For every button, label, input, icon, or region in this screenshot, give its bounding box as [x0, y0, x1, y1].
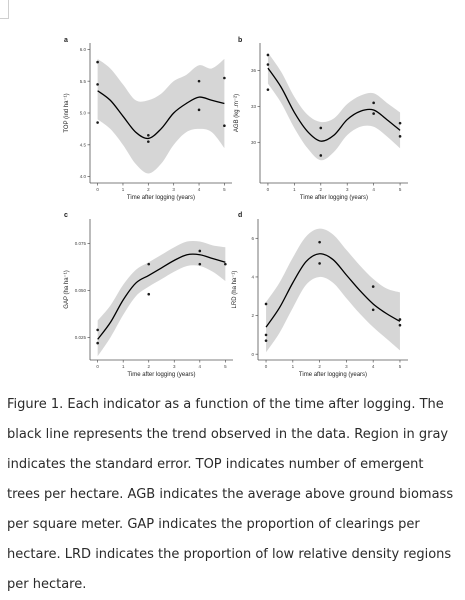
panel-label: c	[64, 212, 68, 219]
x-tick-label: 4	[199, 364, 202, 369]
y-tick-label: 5.0	[80, 111, 87, 116]
data-point	[147, 293, 150, 296]
y-tick-label: 0	[251, 352, 254, 357]
y-tick-label: 0.050	[75, 288, 87, 293]
data-point	[265, 339, 268, 342]
y-tick-label: 4.0	[80, 174, 87, 179]
data-point	[267, 54, 270, 57]
panel-label: a	[64, 37, 68, 44]
panel-b: b 0 1 2 3 4 5 30 33 36 Time after logging (years) A…	[234, 37, 408, 201]
data-point	[399, 122, 402, 125]
x-tick-label: 1	[122, 364, 125, 369]
x-tick-label: 3	[173, 364, 176, 369]
data-point	[96, 342, 99, 345]
y-axis-label: AGB (kg .m⁻²)	[234, 94, 240, 132]
x-tick-label: 2	[147, 187, 150, 192]
x-tick-label: 2	[318, 364, 321, 369]
x-tick-label: 0	[267, 187, 270, 192]
x-tick-label: 0	[96, 187, 99, 192]
x-tick-label: 1	[292, 364, 295, 369]
standard-error-band	[268, 53, 400, 161]
x-tick-label: 5	[224, 364, 227, 369]
x-tick-label: 4	[372, 364, 375, 369]
data-point	[372, 308, 375, 311]
data-point	[399, 324, 402, 327]
figure-caption: Figure 1. Each indicator as a function o…	[7, 390, 457, 600]
x-axis-label: Time after logging (years)	[127, 372, 195, 378]
y-axis-label: GAP (ha ha⁻¹)	[64, 270, 70, 308]
data-point	[199, 250, 202, 253]
panel-d: d 0 1 2 3 4 5 0 2 4 6 Time after logging (years) LRD…	[232, 212, 408, 378]
panel-c: c 0 1 2 3 4 5 0.025 0.050 0.075 Time after logging…	[64, 212, 233, 378]
x-axis-label: Time after logging (years)	[127, 195, 195, 201]
data-point	[319, 154, 322, 157]
data-point	[147, 263, 150, 266]
x-tick-label: 3	[172, 187, 175, 192]
data-point	[319, 127, 322, 130]
standard-error-band	[98, 241, 226, 356]
x-tick-label: 5	[399, 187, 402, 192]
y-tick-label: 0.075	[75, 241, 87, 246]
data-point	[372, 102, 375, 105]
y-tick-label: 6.0	[80, 47, 87, 52]
data-point	[198, 80, 201, 83]
x-tick-label: 3	[345, 364, 348, 369]
data-point	[318, 241, 321, 244]
y-tick-label: 36	[251, 68, 257, 73]
y-tick-label: 33	[251, 104, 257, 109]
data-point	[198, 109, 201, 112]
data-point	[96, 121, 99, 124]
x-axis-label: Time after logging (years)	[299, 372, 367, 378]
standard-error-band	[98, 59, 225, 174]
standard-error-band	[266, 229, 400, 353]
data-point	[372, 112, 375, 115]
data-point	[399, 135, 402, 138]
y-tick-label: 0.025	[75, 335, 87, 340]
panel-label: b	[238, 37, 242, 44]
panel-label: d	[238, 212, 242, 219]
x-tick-label: 0	[265, 364, 268, 369]
x-tick-label: 1	[122, 187, 125, 192]
panel-a: a 0 1 2 3 4 5 4.0 4.5 5.0 5.5 6.0 Time after logging…	[64, 37, 232, 201]
y-tick-label: 2	[251, 313, 254, 318]
x-tick-label: 2	[147, 364, 150, 369]
data-point	[199, 263, 202, 266]
x-tick-label: 5	[399, 364, 402, 369]
data-point	[223, 77, 226, 80]
data-point	[96, 61, 99, 64]
x-tick-label: 2	[320, 187, 323, 192]
x-tick-label: 0	[96, 364, 99, 369]
data-point	[267, 63, 270, 66]
x-tick-label: 4	[198, 187, 201, 192]
y-tick-label: 30	[251, 140, 257, 145]
y-axis-label: TOP (ind ha⁻¹)	[64, 93, 70, 132]
figure-panels: a 0 1 2 3 4 5 4.0 4.5 5.0 5.5 6.0 Time after logging…	[0, 0, 465, 385]
y-tick-label: 6	[251, 236, 254, 241]
data-point	[267, 88, 270, 91]
data-point	[147, 134, 150, 137]
y-axis-label: LRD (ha ha⁻¹)	[232, 271, 238, 309]
x-axis-label: Time after logging (years)	[300, 195, 368, 201]
x-tick-label: 5	[223, 187, 226, 192]
y-tick-label: 5.5	[80, 79, 87, 84]
data-point	[318, 262, 321, 265]
data-point	[224, 263, 227, 266]
data-point	[147, 140, 150, 143]
data-point	[96, 83, 99, 86]
data-point	[399, 318, 402, 321]
x-tick-label: 4	[372, 187, 375, 192]
x-tick-label: 1	[293, 187, 296, 192]
data-point	[265, 334, 268, 337]
x-tick-label: 3	[346, 187, 349, 192]
data-point	[223, 124, 226, 127]
y-tick-label: 4.5	[80, 142, 87, 147]
data-point	[265, 303, 268, 306]
data-point	[96, 329, 99, 332]
data-point	[372, 285, 375, 288]
y-tick-label: 4	[251, 275, 254, 280]
